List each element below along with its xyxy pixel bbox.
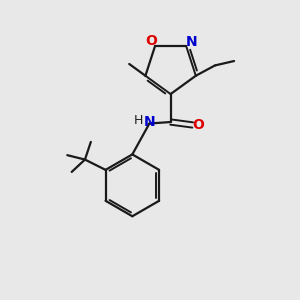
Text: O: O	[193, 118, 205, 132]
Text: O: O	[146, 34, 158, 48]
Text: N: N	[186, 35, 197, 49]
Text: N: N	[144, 115, 155, 129]
Text: H: H	[134, 114, 143, 127]
